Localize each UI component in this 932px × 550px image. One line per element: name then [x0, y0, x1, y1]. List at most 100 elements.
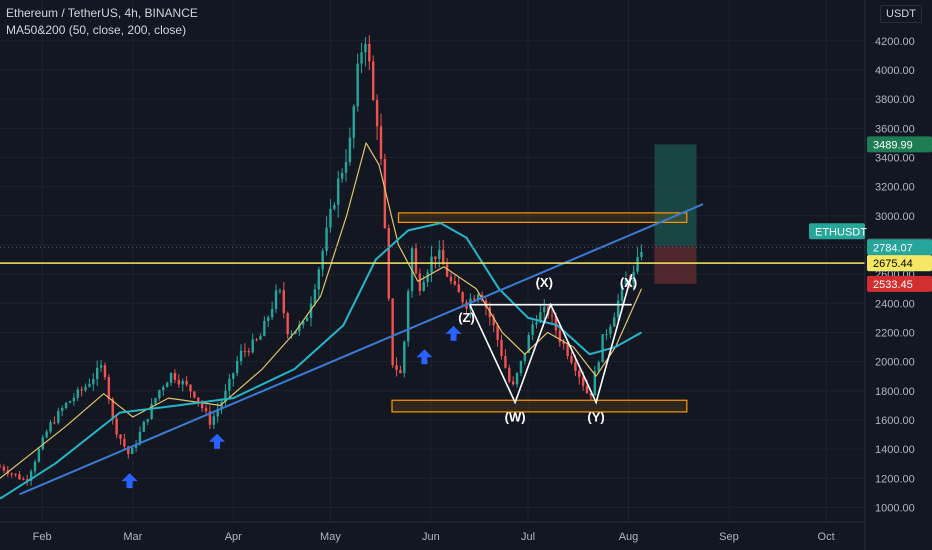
x-tick-label: Feb [33, 531, 52, 543]
candle-body [352, 106, 355, 138]
up-arrow-icon[interactable] [121, 473, 138, 489]
ma200-line [0, 222, 642, 500]
candle-body [45, 431, 48, 438]
x-tick-label: Sep [719, 531, 739, 543]
candle-body [476, 294, 480, 300]
candle-body [581, 377, 585, 386]
drawings[interactable]: (Z) (X) (X) (W) (Y) [0, 203, 865, 496]
x-tick-label: Apr [225, 531, 242, 543]
candle-body [624, 278, 628, 285]
grid [0, 0, 865, 522]
candle-body [340, 172, 344, 179]
up-arrow-icon[interactable] [209, 433, 226, 449]
y-tick-label: 3400.00 [875, 152, 915, 164]
moving-averages [0, 142, 643, 500]
candle-body [609, 326, 612, 335]
candle-body [14, 473, 17, 475]
stop-zone[interactable] [654, 246, 697, 284]
candle-body [33, 461, 37, 472]
candle-body [208, 411, 212, 425]
candle-body [200, 402, 204, 409]
candle-body [72, 397, 76, 402]
x-tick-label: May [320, 531, 341, 543]
candle-body [434, 256, 437, 260]
currency-button[interactable]: USDT [880, 5, 922, 23]
candle-body [162, 387, 165, 391]
candle-body [146, 419, 149, 422]
candle-body [395, 365, 398, 370]
candle-body [574, 362, 577, 371]
y-tick-label: 1600.00 [875, 415, 915, 427]
candle-body [492, 317, 495, 326]
price-axis-tag [867, 136, 932, 153]
y-tick-label: 3800.00 [875, 94, 915, 106]
support-resistance-zone[interactable] [397, 212, 688, 223]
candle-body [290, 333, 293, 335]
target-zone[interactable] [654, 144, 697, 247]
position-tool[interactable] [654, 144, 697, 284]
candle-body [523, 352, 527, 361]
indicator-legend[interactable]: MA50&200 (50, close, 200, close) [6, 23, 187, 37]
up-arrow-icon[interactable] [445, 325, 462, 341]
candle-body [321, 250, 324, 270]
candle-body [53, 422, 56, 424]
candle-body [461, 292, 464, 303]
y-tick-label: 3200.00 [875, 182, 915, 194]
candle-body [107, 377, 111, 399]
candle-body [298, 324, 301, 332]
candle-body [418, 273, 422, 291]
candle-body [80, 389, 83, 391]
y-tick-label: 4000.00 [875, 65, 915, 77]
candle-body [263, 320, 266, 337]
candle-body [391, 298, 394, 366]
up-arrow-icon[interactable] [416, 349, 433, 365]
candle-body [255, 339, 258, 341]
support-resistance-zone[interactable] [391, 399, 688, 413]
candle-body [68, 401, 72, 403]
y-tick-label: 1200.00 [875, 473, 915, 485]
y-tick-label: 2400.00 [875, 298, 915, 310]
candle-body [0, 466, 2, 468]
candle-body [197, 397, 200, 403]
candle-body [154, 398, 157, 404]
candle-body [356, 63, 359, 107]
candle-body [95, 367, 99, 380]
candle-body [597, 362, 600, 372]
candle-body [84, 386, 87, 391]
chart-title: Ethereum / TetherUS, 4h, BINANCE [6, 6, 198, 20]
candle-body [445, 264, 449, 277]
candle-body [278, 290, 282, 292]
candle-body [496, 325, 499, 340]
y-tick-label: 2200.00 [875, 327, 915, 339]
candle-body [601, 334, 604, 363]
wave-label: (Z) [458, 310, 475, 325]
candle-body [274, 290, 278, 309]
price-axis-tag [809, 223, 865, 240]
ascending-trendline[interactable] [19, 203, 704, 496]
candles [0, 35, 643, 486]
candle-body [333, 204, 336, 209]
price-axis-tag-text: 2675.44 [873, 258, 913, 270]
candle-body [302, 321, 305, 325]
candle-body [589, 393, 593, 396]
candle-body [329, 208, 332, 228]
price-zones[interactable] [391, 212, 688, 413]
candle-body [570, 356, 573, 363]
price-axis-tag-text: 2784.07 [873, 242, 913, 254]
price-axis-tag-text: ETHUSDT [815, 226, 867, 238]
candle-body [169, 372, 173, 383]
candle-body [286, 313, 289, 335]
candle-body [527, 335, 530, 353]
candle-body [438, 249, 441, 260]
candle-body [531, 324, 534, 336]
candle-body [270, 308, 274, 318]
candle-body [535, 322, 538, 325]
candle-body [578, 370, 581, 378]
candle-body [76, 389, 79, 398]
candle-body [515, 372, 519, 385]
candle-body [10, 473, 13, 475]
candle-body [224, 390, 227, 402]
candle-body [473, 298, 476, 300]
candle-body [150, 403, 153, 420]
